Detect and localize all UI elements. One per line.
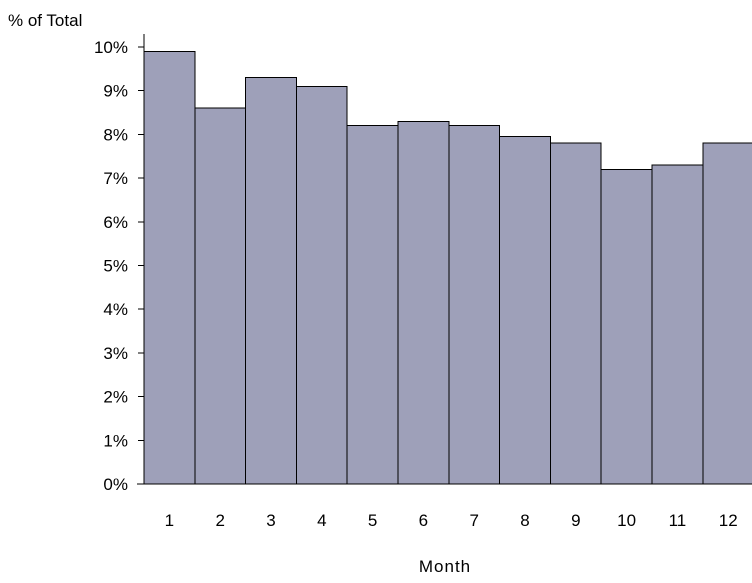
x-axis-title: Month: [419, 557, 471, 576]
bar-month-11: [651, 164, 704, 485]
x-tick-label: 11: [669, 511, 687, 530]
y-tick-label: 9%: [103, 82, 128, 101]
x-tick-label: 1: [165, 511, 174, 530]
bar-month-4: [295, 85, 348, 485]
bar-month-12: [702, 142, 752, 485]
x-axis: 1 2 3 4 5 6 7 8 9 10 11 12: [165, 511, 738, 530]
y-axis: 0% 1% 2% 3% 4% 5% 6% 7% 8% 9% 10%: [94, 34, 752, 494]
y-tick-label: 0%: [103, 475, 128, 494]
y-tick-label: 10%: [94, 38, 128, 57]
x-tick-label: 7: [469, 511, 478, 530]
x-tick-label: 10: [617, 511, 636, 530]
bar-month-10: [600, 168, 653, 485]
y-axis-title: % of Total: [8, 11, 82, 30]
x-tick-label: 9: [571, 511, 580, 530]
x-tick-label: 2: [215, 511, 224, 530]
y-tick-label: 7%: [103, 169, 128, 188]
y-tick-label: 1%: [103, 431, 128, 450]
x-tick-label: 3: [266, 511, 275, 530]
bars-group: [143, 50, 752, 485]
x-tick-label: 5: [368, 511, 377, 530]
bar-month-8: [499, 136, 551, 485]
x-tick-label: 6: [419, 511, 428, 530]
y-tick-label: 6%: [103, 213, 128, 232]
bar-month-3: [245, 77, 297, 485]
y-tick-label: 5%: [103, 257, 128, 276]
y-tick-label: 8%: [103, 125, 128, 144]
y-tick-label: 3%: [103, 344, 128, 363]
bar-month-2: [194, 107, 247, 485]
bar-month-7: [448, 125, 501, 485]
x-tick-label: 12: [719, 511, 738, 530]
y-tick-label: 4%: [103, 300, 128, 319]
bar-month-5: [346, 125, 399, 485]
bar-month-9: [549, 142, 602, 485]
bar-month-6: [397, 120, 450, 485]
x-tick-label: 8: [520, 511, 529, 530]
y-tick-label: 2%: [103, 388, 128, 407]
x-tick-label: 4: [317, 511, 326, 530]
bar-month-1: [143, 50, 196, 485]
